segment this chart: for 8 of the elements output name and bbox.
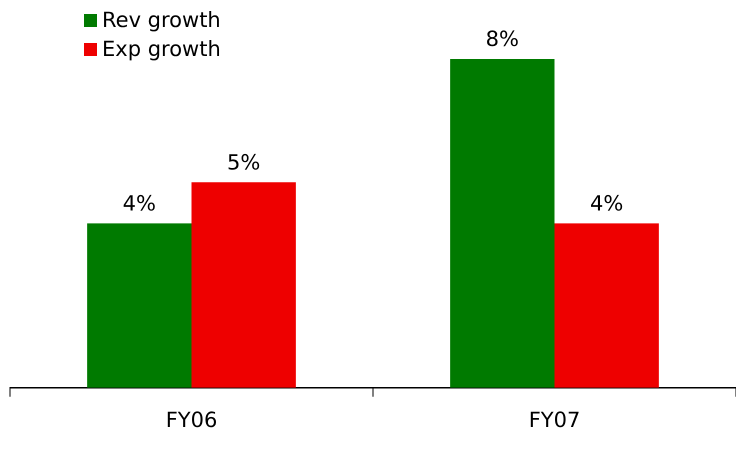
data-label: 4% — [590, 191, 624, 216]
legend-label: Exp growth — [102, 36, 221, 63]
data-label: 4% — [122, 191, 156, 216]
legend-label: Rev growth — [102, 7, 221, 34]
data-label: 8% — [486, 26, 519, 51]
x-tick-label: FY07 — [528, 408, 580, 432]
x-tick-label: FY06 — [166, 408, 218, 432]
data-label: 5% — [227, 150, 260, 174]
